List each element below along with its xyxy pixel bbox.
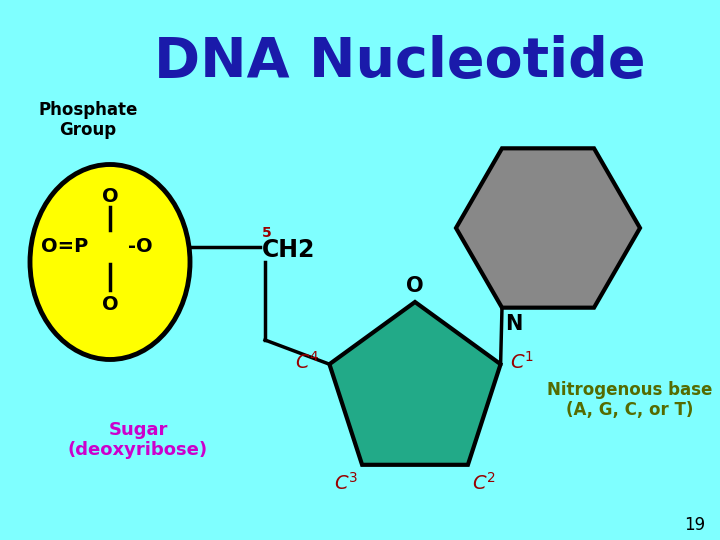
Text: CH2: CH2 (262, 238, 315, 262)
Text: $C^1$: $C^1$ (510, 351, 535, 373)
Text: Nitrogenous base
(A, G, C, or T): Nitrogenous base (A, G, C, or T) (547, 381, 713, 420)
Text: $C^3$: $C^3$ (334, 472, 359, 494)
Text: $C^2$: $C^2$ (472, 472, 496, 494)
Text: O: O (406, 276, 424, 296)
Text: Sugar
(deoxyribose): Sugar (deoxyribose) (68, 421, 208, 460)
Text: O: O (102, 294, 118, 314)
Text: -O: -O (127, 238, 153, 256)
Text: 5: 5 (262, 226, 271, 240)
Polygon shape (330, 302, 500, 465)
Text: Phosphate
Group: Phosphate Group (38, 100, 138, 139)
Ellipse shape (30, 165, 190, 360)
Polygon shape (456, 148, 640, 308)
Text: 19: 19 (685, 516, 706, 534)
Text: $C^4$: $C^4$ (295, 351, 320, 373)
Text: DNA Nucleotide: DNA Nucleotide (154, 35, 646, 89)
Text: O: O (102, 187, 118, 206)
Text: O=P: O=P (41, 238, 89, 256)
Text: N: N (505, 314, 523, 334)
